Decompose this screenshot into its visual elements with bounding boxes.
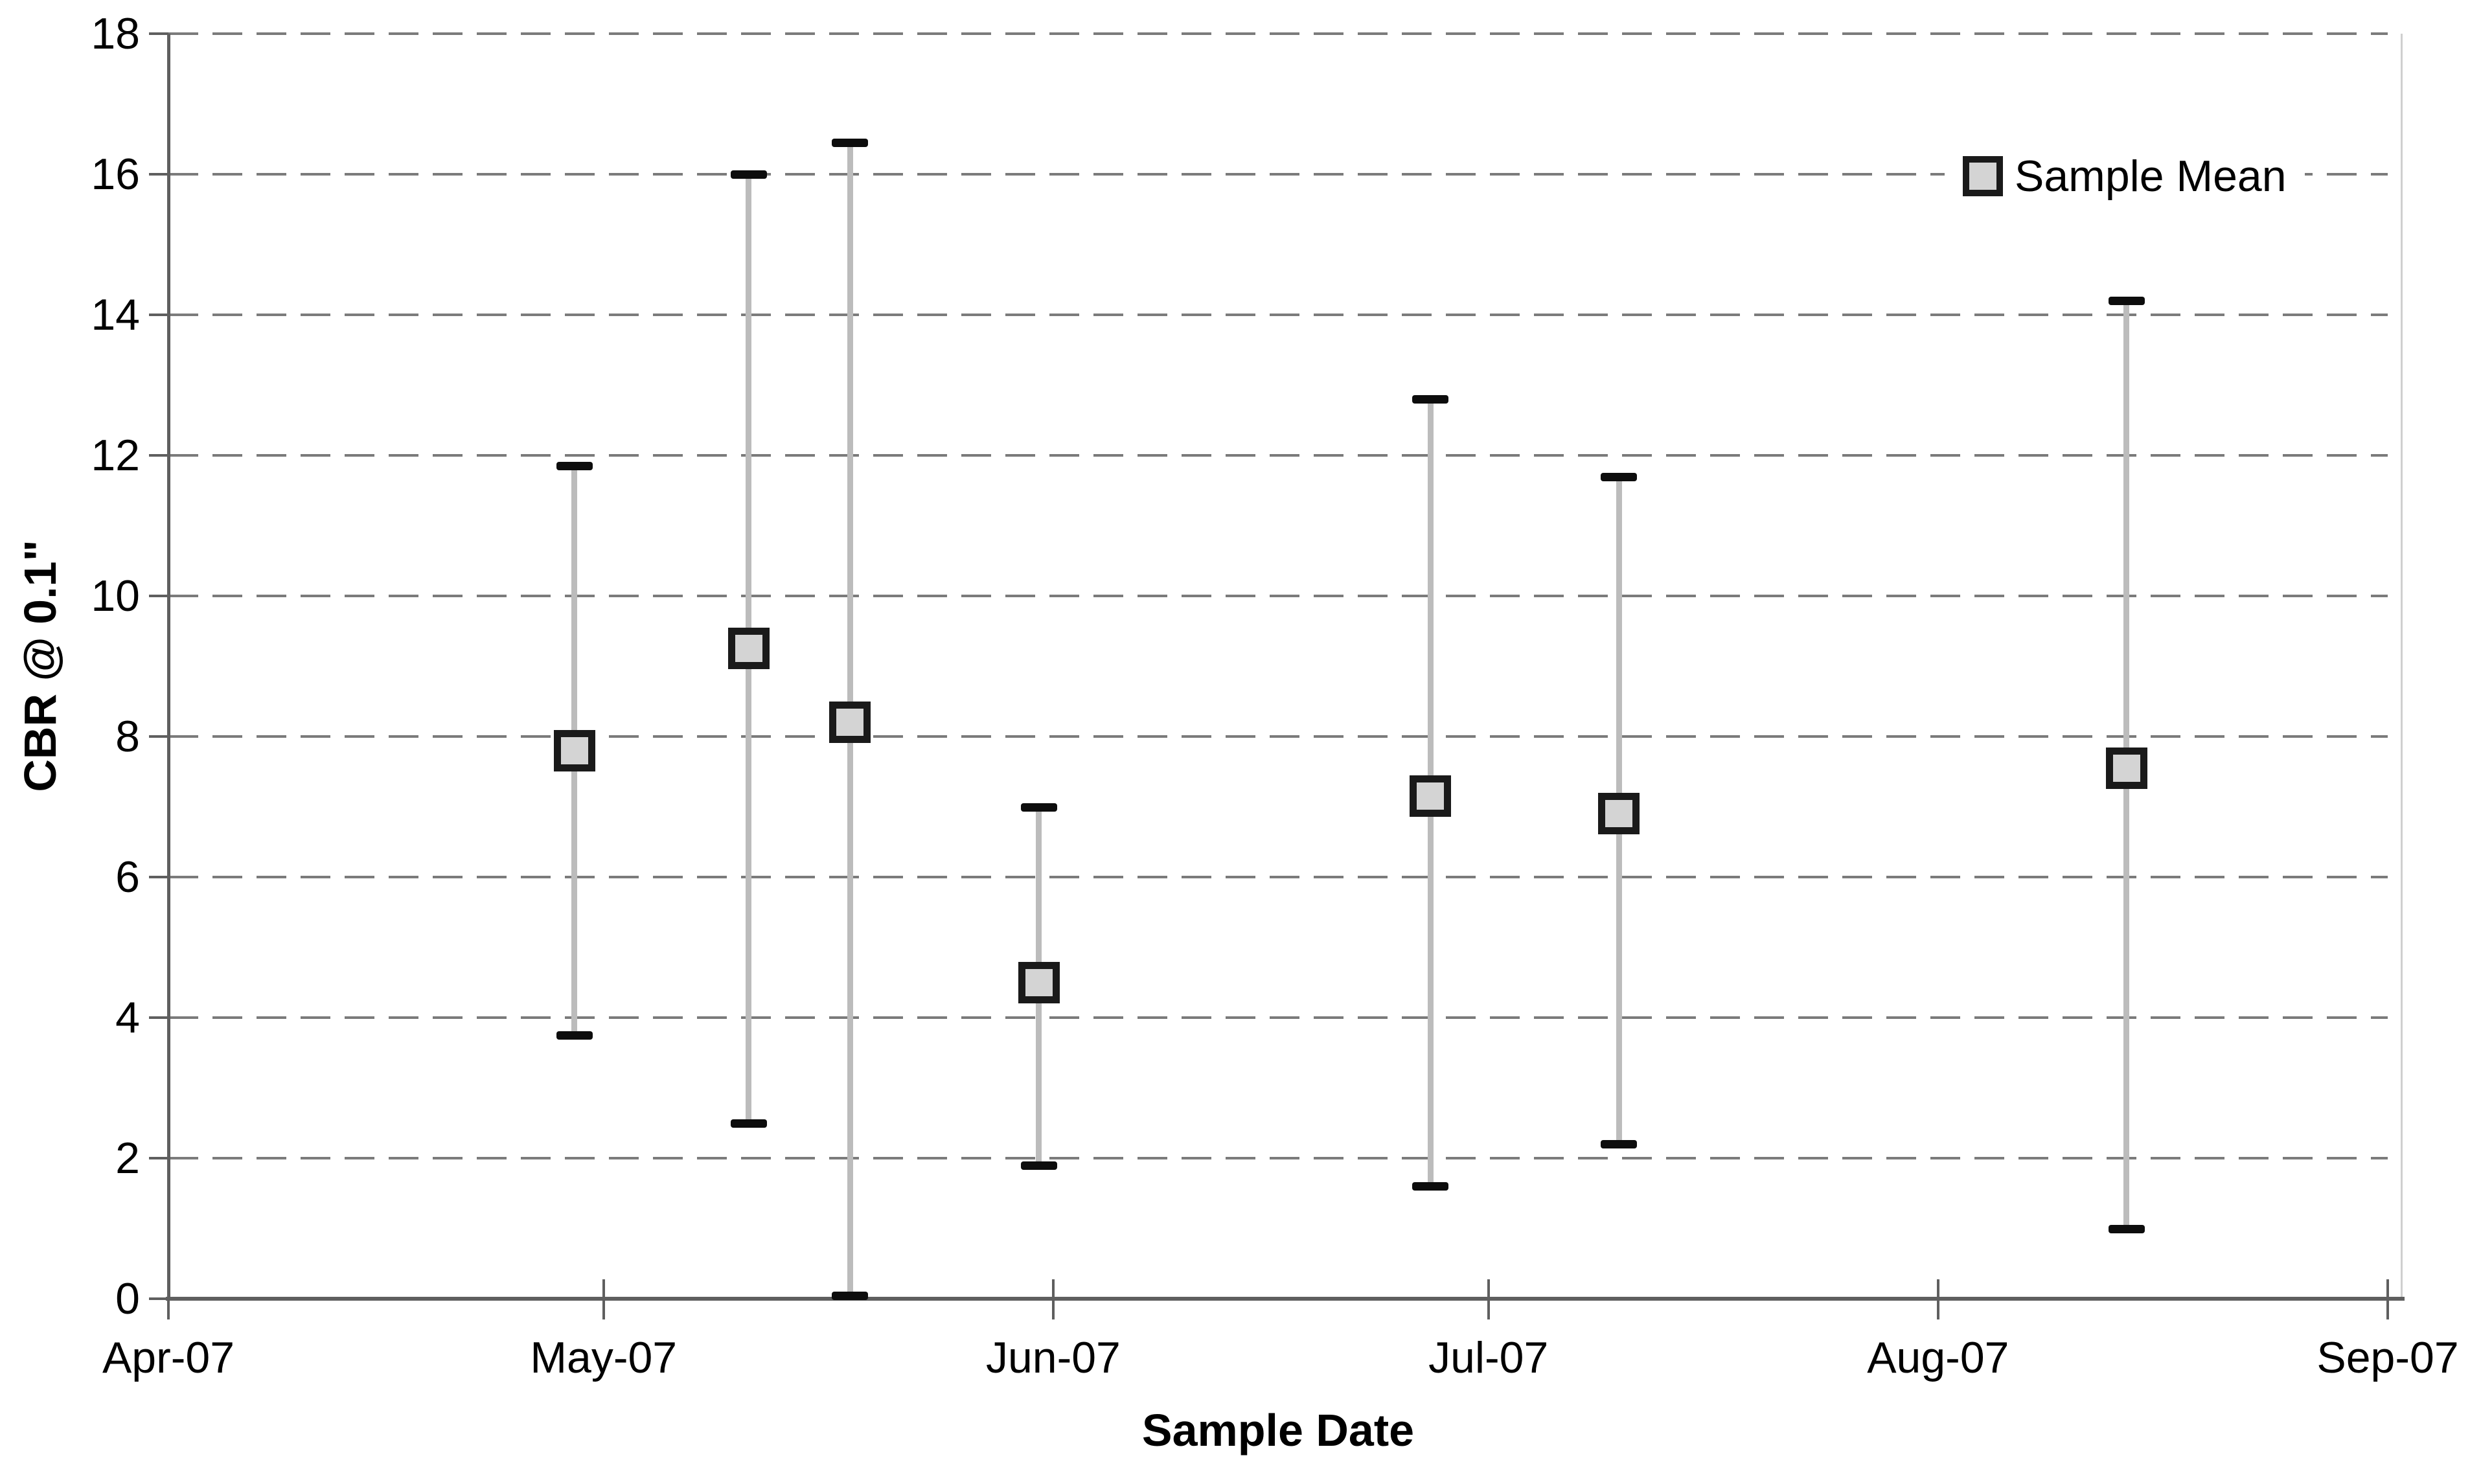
error-bar-cap-bottom <box>1601 1140 1638 1149</box>
gridline-y-14 <box>168 314 2388 316</box>
plot-right-border <box>2401 34 2403 1299</box>
gridline-y-10 <box>168 595 2388 597</box>
gridline-y-4 <box>168 1016 2388 1019</box>
legend: Sample Mean <box>1945 146 2305 206</box>
error-bar-cap-bottom <box>1412 1182 1449 1191</box>
error-bar-cap-top <box>1601 472 1638 481</box>
x-tick-label: Aug-07 <box>1867 1333 2009 1382</box>
y-axis-tick <box>149 735 168 738</box>
x-tick-label: Sep-07 <box>2316 1333 2459 1382</box>
gridline-y-16 <box>168 173 2388 176</box>
y-axis-tick <box>149 1297 168 1300</box>
gridline-y-6 <box>168 876 2388 878</box>
legend-square-marker-icon <box>1963 156 2003 196</box>
y-axis-tick <box>149 595 168 597</box>
legend-label: Sample Mean <box>2015 152 2287 201</box>
error-bar-cap-top <box>730 170 767 179</box>
error-bar-cap-top <box>832 139 869 148</box>
x-tick-label: Jul-07 <box>1428 1333 1549 1382</box>
error-bar-cap-top <box>1020 803 1057 812</box>
error-bar-cap-bottom <box>2108 1224 2145 1233</box>
y-axis-tick <box>149 173 168 176</box>
error-bar-cap-bottom <box>1020 1161 1057 1170</box>
y-tick-label: 16 <box>91 150 140 199</box>
y-axis-line <box>167 34 170 1300</box>
y-axis-tick <box>149 1157 168 1159</box>
error-bar-cap-top <box>556 462 593 471</box>
y-axis-tick <box>149 876 168 878</box>
error-bar-cap-top <box>1412 395 1449 404</box>
sample-mean-marker <box>553 729 595 771</box>
y-tick-label: 6 <box>115 852 140 902</box>
y-tick-label: 0 <box>115 1274 140 1323</box>
x-axis-title: Sample Date <box>1141 1405 1415 1455</box>
y-tick-label: 14 <box>91 290 140 339</box>
y-tick-label: 4 <box>115 993 140 1042</box>
gridline-y-2 <box>168 1157 2388 1159</box>
y-axis-tick <box>149 1016 168 1019</box>
y-tick-label: 12 <box>91 431 140 480</box>
y-axis-tick <box>149 32 168 35</box>
gridline-y-8 <box>168 735 2388 738</box>
sample-mean-marker <box>1410 775 1452 817</box>
x-tick-label: May-07 <box>530 1333 678 1382</box>
error-bar-cap-top <box>2108 297 2145 306</box>
x-axis-line <box>166 1297 2405 1301</box>
x-tick-label: Jun-07 <box>985 1333 1121 1382</box>
x-tick-label: Apr-07 <box>102 1333 235 1382</box>
sample-mean-marker <box>2105 747 2147 789</box>
y-axis-tick <box>149 454 168 457</box>
y-tick-label: 18 <box>91 9 140 58</box>
sample-mean-marker <box>829 702 871 744</box>
y-axis-title: CBR @ 0.1" <box>15 540 65 792</box>
gridline-y-18 <box>168 32 2388 35</box>
y-tick-label: 8 <box>115 712 140 761</box>
plot-area <box>149 32 2405 1319</box>
error-bar-cap-bottom <box>832 1291 869 1300</box>
y-tick-label: 10 <box>91 571 140 621</box>
y-tick-label: 2 <box>115 1134 140 1183</box>
error-bar-cap-bottom <box>556 1031 593 1040</box>
sample-mean-marker <box>1018 961 1060 1003</box>
error-bar-cap-bottom <box>730 1119 767 1128</box>
gridline-y-12 <box>168 454 2388 457</box>
sample-mean-marker <box>727 628 770 670</box>
y-axis-tick <box>149 314 168 316</box>
sample-mean-marker <box>1598 793 1640 835</box>
